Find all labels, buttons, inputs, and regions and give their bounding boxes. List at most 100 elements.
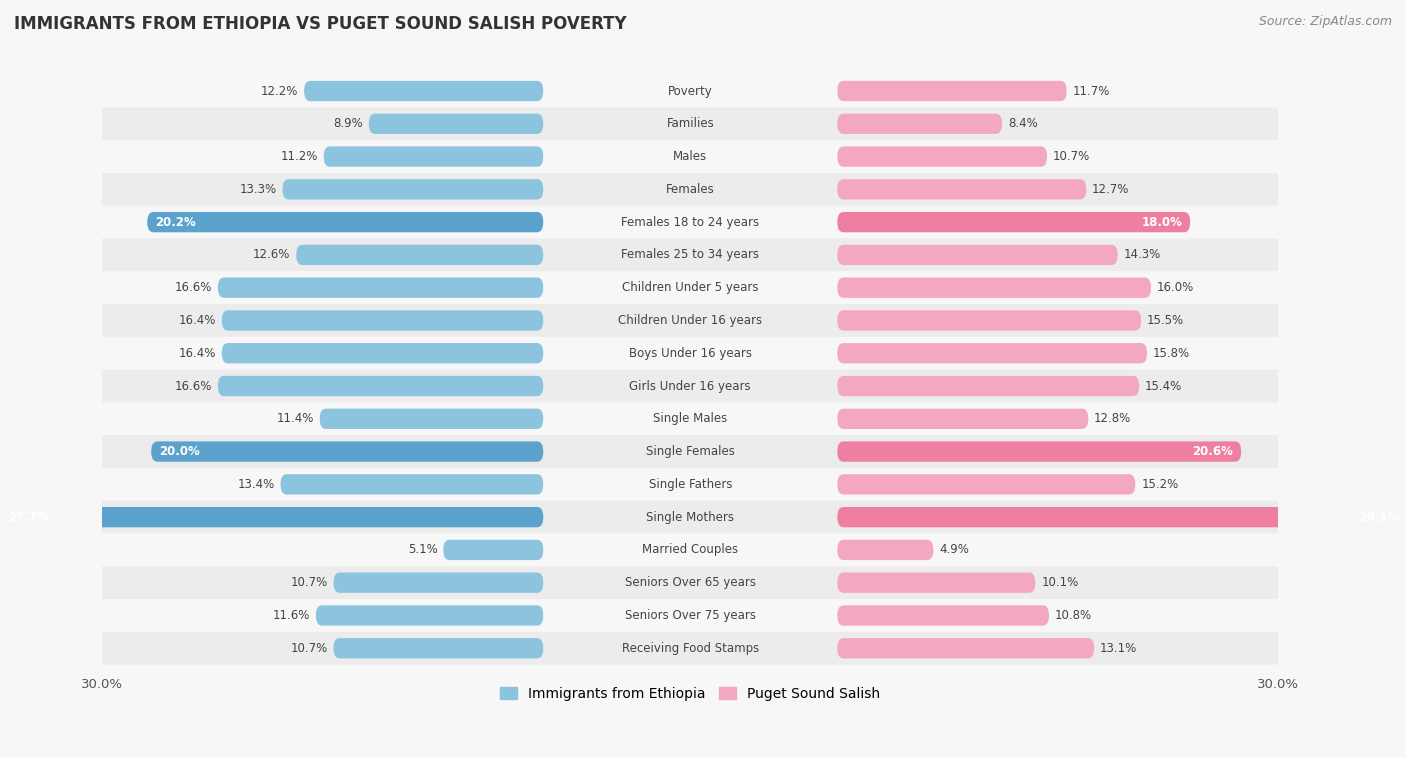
Text: Children Under 16 years: Children Under 16 years — [619, 314, 762, 327]
Text: 16.4%: 16.4% — [179, 314, 217, 327]
Text: Single Mothers: Single Mothers — [647, 511, 734, 524]
FancyBboxPatch shape — [93, 632, 1288, 665]
FancyBboxPatch shape — [281, 475, 543, 494]
FancyBboxPatch shape — [838, 638, 1094, 659]
Legend: Immigrants from Ethiopia, Puget Sound Salish: Immigrants from Ethiopia, Puget Sound Sa… — [495, 681, 886, 706]
Text: 11.6%: 11.6% — [273, 609, 309, 622]
Text: 4.9%: 4.9% — [939, 543, 969, 556]
Text: Single Females: Single Females — [645, 445, 735, 458]
Text: 10.1%: 10.1% — [1042, 576, 1078, 589]
FancyBboxPatch shape — [93, 435, 1288, 468]
Text: Poverty: Poverty — [668, 84, 713, 98]
FancyBboxPatch shape — [148, 212, 543, 232]
FancyBboxPatch shape — [218, 277, 543, 298]
FancyBboxPatch shape — [218, 376, 543, 396]
Text: 12.8%: 12.8% — [1094, 412, 1132, 425]
Text: 5.1%: 5.1% — [408, 543, 437, 556]
Text: 15.8%: 15.8% — [1153, 346, 1189, 360]
Text: 18.0%: 18.0% — [1142, 215, 1182, 229]
Text: 16.0%: 16.0% — [1157, 281, 1194, 294]
Text: 10.7%: 10.7% — [291, 576, 328, 589]
FancyBboxPatch shape — [838, 376, 1139, 396]
FancyBboxPatch shape — [316, 606, 543, 625]
FancyBboxPatch shape — [93, 501, 1288, 534]
Text: 8.4%: 8.4% — [1008, 117, 1038, 130]
FancyBboxPatch shape — [93, 566, 1288, 599]
Text: 15.4%: 15.4% — [1144, 380, 1182, 393]
Text: Females 18 to 24 years: Females 18 to 24 years — [621, 215, 759, 229]
Text: 10.7%: 10.7% — [1053, 150, 1090, 163]
FancyBboxPatch shape — [838, 409, 1088, 429]
Text: 29.1%: 29.1% — [1360, 511, 1400, 524]
FancyBboxPatch shape — [838, 212, 1191, 232]
FancyBboxPatch shape — [93, 370, 1288, 402]
FancyBboxPatch shape — [93, 173, 1288, 205]
Text: 20.2%: 20.2% — [155, 215, 195, 229]
FancyBboxPatch shape — [838, 441, 1241, 462]
Text: 12.7%: 12.7% — [1092, 183, 1129, 196]
FancyBboxPatch shape — [283, 179, 543, 199]
FancyBboxPatch shape — [93, 108, 1288, 140]
FancyBboxPatch shape — [93, 239, 1288, 271]
Text: 11.4%: 11.4% — [277, 412, 314, 425]
Text: 11.2%: 11.2% — [280, 150, 318, 163]
FancyBboxPatch shape — [93, 74, 1288, 108]
Text: 10.7%: 10.7% — [291, 642, 328, 655]
Text: 16.6%: 16.6% — [174, 281, 212, 294]
Text: Seniors Over 65 years: Seniors Over 65 years — [624, 576, 756, 589]
Text: Children Under 5 years: Children Under 5 years — [621, 281, 759, 294]
FancyBboxPatch shape — [838, 572, 1035, 593]
FancyBboxPatch shape — [297, 245, 543, 265]
Text: 15.5%: 15.5% — [1147, 314, 1184, 327]
Text: 20.0%: 20.0% — [159, 445, 200, 458]
Text: Females: Females — [666, 183, 714, 196]
Text: 12.6%: 12.6% — [253, 249, 291, 262]
FancyBboxPatch shape — [368, 114, 543, 134]
FancyBboxPatch shape — [93, 468, 1288, 501]
Text: 14.3%: 14.3% — [1123, 249, 1161, 262]
Text: 27.7%: 27.7% — [8, 511, 49, 524]
FancyBboxPatch shape — [93, 599, 1288, 632]
FancyBboxPatch shape — [443, 540, 543, 560]
FancyBboxPatch shape — [93, 304, 1288, 337]
FancyBboxPatch shape — [333, 638, 543, 659]
Text: 13.1%: 13.1% — [1099, 642, 1137, 655]
FancyBboxPatch shape — [93, 402, 1288, 435]
Text: Single Fathers: Single Fathers — [648, 478, 733, 491]
FancyBboxPatch shape — [838, 277, 1152, 298]
Text: 20.6%: 20.6% — [1192, 445, 1233, 458]
FancyBboxPatch shape — [222, 343, 543, 363]
FancyBboxPatch shape — [319, 409, 543, 429]
Text: Single Males: Single Males — [654, 412, 727, 425]
FancyBboxPatch shape — [838, 475, 1135, 494]
FancyBboxPatch shape — [838, 179, 1087, 199]
Text: Seniors Over 75 years: Seniors Over 75 years — [624, 609, 756, 622]
FancyBboxPatch shape — [333, 572, 543, 593]
FancyBboxPatch shape — [838, 81, 1067, 101]
Text: Females 25 to 34 years: Females 25 to 34 years — [621, 249, 759, 262]
FancyBboxPatch shape — [838, 245, 1118, 265]
FancyBboxPatch shape — [323, 146, 543, 167]
FancyBboxPatch shape — [838, 507, 1406, 528]
FancyBboxPatch shape — [838, 146, 1047, 167]
FancyBboxPatch shape — [838, 114, 1002, 134]
Text: Receiving Food Stamps: Receiving Food Stamps — [621, 642, 759, 655]
FancyBboxPatch shape — [222, 310, 543, 330]
Text: 15.2%: 15.2% — [1142, 478, 1178, 491]
Text: Boys Under 16 years: Boys Under 16 years — [628, 346, 752, 360]
Text: 13.3%: 13.3% — [239, 183, 277, 196]
Text: 13.4%: 13.4% — [238, 478, 274, 491]
Text: 8.9%: 8.9% — [333, 117, 363, 130]
FancyBboxPatch shape — [93, 271, 1288, 304]
Text: 10.8%: 10.8% — [1054, 609, 1092, 622]
Text: 16.6%: 16.6% — [174, 380, 212, 393]
Text: Married Couples: Married Couples — [643, 543, 738, 556]
FancyBboxPatch shape — [838, 343, 1147, 363]
Text: 12.2%: 12.2% — [262, 84, 298, 98]
FancyBboxPatch shape — [93, 205, 1288, 239]
FancyBboxPatch shape — [93, 337, 1288, 370]
Text: Families: Families — [666, 117, 714, 130]
FancyBboxPatch shape — [304, 81, 543, 101]
Text: IMMIGRANTS FROM ETHIOPIA VS PUGET SOUND SALISH POVERTY: IMMIGRANTS FROM ETHIOPIA VS PUGET SOUND … — [14, 15, 627, 33]
Text: Males: Males — [673, 150, 707, 163]
